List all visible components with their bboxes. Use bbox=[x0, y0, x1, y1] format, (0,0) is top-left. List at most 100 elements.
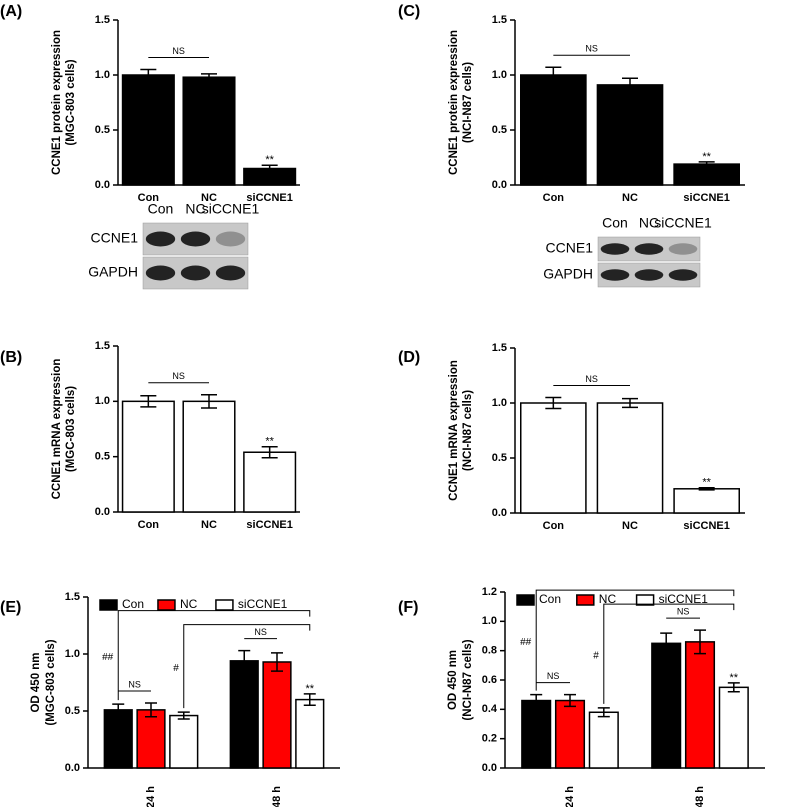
error-bar bbox=[261, 164, 278, 173]
significance-label: ** bbox=[702, 477, 711, 489]
y-tick-label: 0.5 bbox=[95, 451, 110, 463]
y-axis-label: (NCI-N87 cells) bbox=[462, 390, 474, 471]
x-tick-label: 48 h bbox=[271, 786, 283, 807]
x-tick-label: siCCNE1 bbox=[246, 519, 292, 531]
blot-lane-label: NC bbox=[639, 215, 659, 231]
error-bar bbox=[201, 393, 217, 409]
x-tick-label: 48 h bbox=[694, 786, 706, 807]
significance-bracket bbox=[117, 610, 311, 701]
significance-label: # bbox=[173, 663, 179, 674]
y-tick-label: 1.0 bbox=[95, 395, 110, 407]
significance-label: NS bbox=[585, 374, 598, 384]
bar bbox=[121, 74, 175, 186]
y-axis-label: OD 450 nm bbox=[447, 650, 459, 710]
y-tick-label: 0.4 bbox=[482, 703, 498, 715]
error-bar bbox=[145, 702, 157, 718]
bar bbox=[588, 711, 619, 769]
error-bar bbox=[238, 649, 251, 672]
x-tick-label: 24 h bbox=[564, 786, 576, 807]
y-tick-label: 0.0 bbox=[95, 506, 110, 518]
error-bar bbox=[545, 396, 562, 410]
y-axis-label: CCNE1 protein expression bbox=[448, 30, 460, 175]
bar bbox=[229, 660, 259, 769]
bar bbox=[596, 84, 664, 186]
significance-label: ** bbox=[702, 151, 711, 163]
blot-band bbox=[180, 265, 211, 281]
panel: (E) 0.0 0.5 1.0 1.5 OD 450 nm (MGC-803 cells) 2… bbox=[0, 591, 340, 807]
bar bbox=[596, 402, 664, 514]
error-bar bbox=[140, 395, 157, 408]
x-tick-label: NC bbox=[201, 519, 217, 531]
bar bbox=[136, 709, 166, 769]
blot-band bbox=[668, 269, 698, 281]
bar bbox=[651, 642, 682, 769]
panel: (B) 0.0 0.5 1.0 1.5 CCNE1 mRNA expression (MGC… bbox=[0, 340, 300, 531]
bar bbox=[521, 699, 552, 769]
x-tick-label: Con bbox=[543, 192, 565, 204]
blot-lane-label: siCCNE1 bbox=[654, 215, 712, 231]
panel: (A) 0.0 0.5 1.0 1.5 CCNE1 protein expression(… bbox=[0, 3, 300, 290]
significance-label: # bbox=[593, 651, 599, 662]
error-bar bbox=[303, 693, 316, 707]
bar bbox=[169, 714, 199, 769]
bar bbox=[673, 163, 740, 186]
error-bar bbox=[530, 693, 543, 708]
y-tick-label: 1.5 bbox=[95, 340, 110, 352]
blot-band bbox=[145, 265, 176, 281]
y-tick-label: 1.0 bbox=[95, 69, 110, 81]
blot-lane-label: NC bbox=[185, 201, 205, 217]
y-axis-label: (NCI-N87 cells) bbox=[462, 639, 474, 720]
blot-band bbox=[215, 265, 246, 281]
y-tick-label: 0.0 bbox=[65, 762, 80, 774]
y-tick-label: 0.0 bbox=[482, 762, 497, 774]
significance-label: ## bbox=[520, 637, 532, 648]
significance-bracket bbox=[183, 624, 311, 709]
error-bar bbox=[177, 711, 190, 720]
y-tick-label: 1.5 bbox=[492, 14, 507, 26]
bar bbox=[673, 488, 740, 514]
y-tick-label: 1.5 bbox=[492, 342, 507, 354]
y-axis-label: CCNE1 mRNA expression bbox=[448, 360, 460, 501]
error-bar bbox=[622, 77, 638, 93]
y-tick-label: 1.5 bbox=[95, 14, 110, 26]
legend-label: siCCNE1 bbox=[238, 597, 288, 611]
y-tick-label: 1.5 bbox=[65, 591, 80, 603]
panel-label: (D) bbox=[398, 349, 420, 366]
panel-label: (B) bbox=[0, 349, 22, 366]
panel-label: (C) bbox=[398, 3, 420, 20]
y-tick-label: 0.5 bbox=[492, 124, 507, 136]
blot-band bbox=[634, 269, 664, 281]
significance-label: NS bbox=[172, 46, 185, 56]
bar bbox=[243, 451, 297, 513]
y-axis-label: CCNE1 mRNA expression bbox=[51, 359, 63, 500]
panel-label: (A) bbox=[0, 3, 22, 20]
blot-band bbox=[600, 243, 630, 255]
legend-swatch bbox=[157, 599, 176, 611]
blot-lane-label: siCCNE1 bbox=[202, 201, 260, 217]
bar bbox=[554, 699, 586, 769]
legend-label: Con bbox=[122, 597, 144, 611]
error-bar bbox=[694, 629, 706, 655]
x-tick-label: 24 h bbox=[145, 786, 157, 807]
significance-label: ** bbox=[265, 436, 274, 448]
legend-label: siCCNE1 bbox=[659, 592, 709, 606]
blot-lane-label: Con bbox=[602, 215, 628, 231]
error-bar bbox=[660, 632, 673, 655]
blot-band bbox=[215, 231, 246, 247]
y-axis-label: (NCI-N87 cells) bbox=[462, 62, 474, 143]
blot-band bbox=[600, 269, 630, 281]
error-bar bbox=[271, 652, 283, 672]
y-tick-label: 0.5 bbox=[492, 452, 507, 464]
bar bbox=[103, 709, 133, 769]
significance-bracket bbox=[603, 603, 735, 704]
legend-label: NC bbox=[599, 592, 617, 606]
error-bar bbox=[727, 682, 740, 693]
x-tick-label: NC bbox=[201, 192, 217, 204]
bar bbox=[520, 74, 587, 186]
bar bbox=[295, 698, 325, 769]
panel: (C) 0.0 0.5 1.0 1.5 CCNE1 protein expression(… bbox=[398, 3, 745, 288]
panel-label: (F) bbox=[398, 599, 418, 616]
y-tick-label: 1.2 bbox=[482, 586, 497, 598]
error-bar bbox=[261, 445, 278, 459]
significance-label: NS bbox=[254, 627, 267, 637]
